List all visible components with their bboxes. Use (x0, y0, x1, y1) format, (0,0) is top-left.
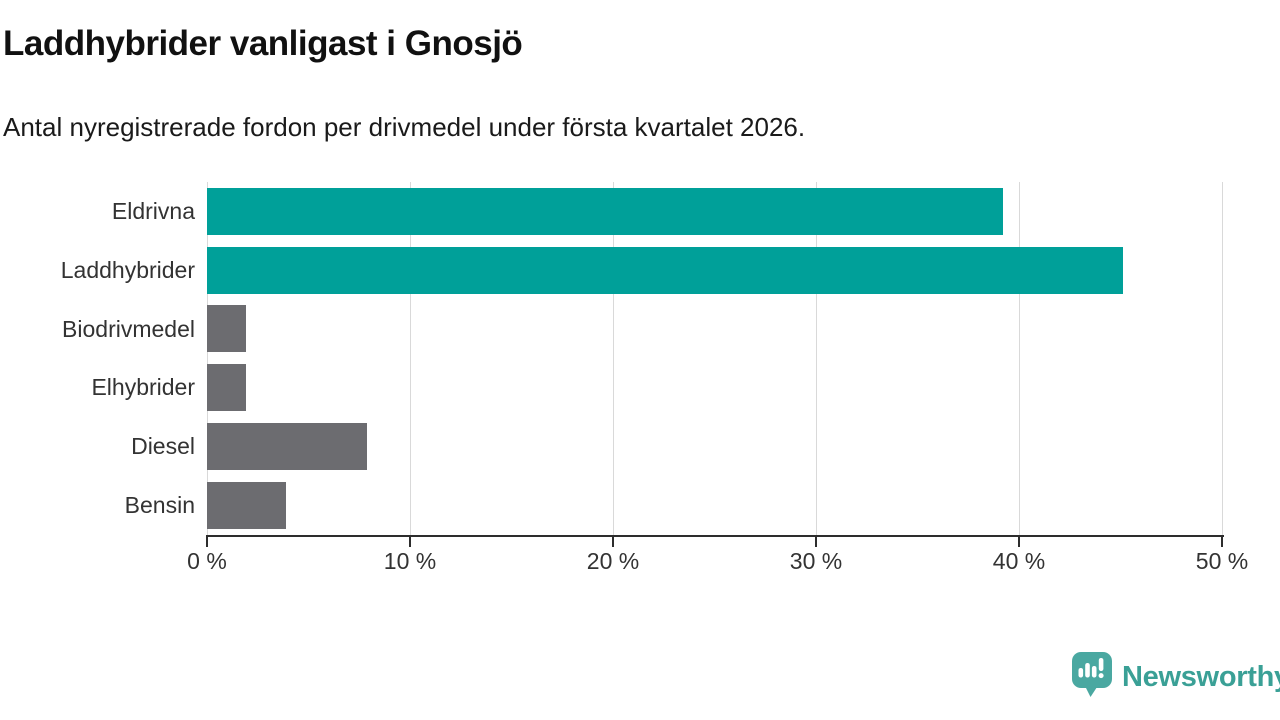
gridline-30 (816, 182, 817, 535)
gridline-10 (410, 182, 411, 535)
bar-laddhybrider (207, 246, 1123, 294)
bar-eldrivna (207, 187, 1003, 235)
x-axis-line (206, 535, 1224, 537)
newsworthy-logo: Newsworthy (1070, 650, 1280, 705)
x-tick-mark-0 (206, 535, 208, 547)
x-tick-label-40: 40 % (992, 548, 1046, 574)
x-tick-label-50: 50 % (1195, 548, 1249, 574)
x-tick-label-10: 10 % (383, 548, 437, 574)
category-label-biodrivmedel: Biodrivmedel (62, 315, 195, 342)
category-label-laddhybrider: Laddhybrider (60, 256, 195, 283)
x-tick-mark-10 (409, 535, 411, 547)
x-tick-mark-20 (612, 535, 614, 547)
x-tick-mark-50 (1221, 535, 1223, 547)
y-axis-category-labels: Eldrivna Laddhybrider Biodrivmedel Elhybrid… (0, 182, 195, 535)
x-tick-label-30: 30 % (789, 548, 843, 574)
bar-bensin (207, 481, 287, 529)
plot-area (207, 182, 1223, 535)
category-label-elhybrider: Elhybrider (91, 374, 195, 401)
brand-name: Newsworthy (1122, 661, 1280, 693)
bar-elhybrider (207, 364, 246, 412)
newsworthy-speech-bubble-chart-icon (1070, 650, 1114, 705)
category-label-eldrivna: Eldrivna (111, 197, 195, 224)
chart-title: Laddhybrider vanligast i Gnosjö (3, 24, 523, 63)
gridline-50 (1222, 182, 1223, 535)
x-tick-label-0: 0 % (187, 548, 227, 574)
chart-subtitle: Antal nyregistrerade fordon per drivmede… (3, 112, 806, 142)
category-label-diesel: Diesel (131, 433, 195, 460)
x-tick-mark-40 (1018, 535, 1020, 547)
bar-diesel (207, 423, 368, 471)
gridline-20 (613, 182, 614, 535)
gridline-40 (1019, 182, 1020, 535)
bar-biodrivmedel (207, 305, 246, 353)
x-tick-mark-30 (815, 535, 817, 547)
category-label-bensin: Bensin (124, 492, 195, 519)
x-tick-label-20: 20 % (586, 548, 640, 574)
gridline-0 (207, 182, 208, 535)
